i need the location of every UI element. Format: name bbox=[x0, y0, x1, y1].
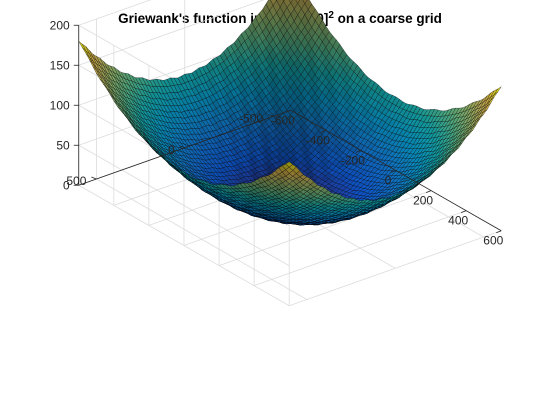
x-tick-label: 200 bbox=[413, 194, 433, 208]
x-tick-label: 0 bbox=[385, 174, 392, 188]
y-tick-label: -500 bbox=[239, 112, 263, 126]
surface-patch bbox=[270, 0, 277, 6]
y-tick-label: 0 bbox=[168, 143, 175, 157]
surface-patch bbox=[285, 161, 294, 168]
z-tick-label: 50 bbox=[56, 138, 70, 152]
x-tick-label: 600 bbox=[483, 234, 503, 248]
surface-patch bbox=[295, 0, 300, 4]
y-tick-mark bbox=[91, 176, 97, 180]
surface-patch bbox=[152, 78, 161, 87]
z-tick-label: 200 bbox=[50, 18, 70, 32]
x-tick-label: 400 bbox=[448, 214, 468, 228]
x-tick-mark bbox=[390, 170, 397, 173]
x-tick-mark bbox=[425, 190, 432, 193]
z-tick-label: 100 bbox=[50, 98, 70, 112]
x-tick-label: -400 bbox=[306, 133, 330, 147]
y-tick-mark bbox=[267, 114, 274, 117]
surface-patch bbox=[289, 0, 293, 4]
axis-layer: -600-400-2000200400600-50005000501001502… bbox=[50, 18, 504, 247]
surface-patch bbox=[282, 0, 285, 2]
surface-layer bbox=[78, 0, 502, 226]
surface-patch bbox=[359, 199, 368, 204]
x-tick-label: -600 bbox=[271, 113, 295, 127]
chart-title-suffix: on a coarse grid bbox=[334, 11, 442, 26]
gridline-floor-y bbox=[96, 178, 308, 300]
z-tick-label: 150 bbox=[50, 58, 70, 72]
y-tick-mark bbox=[179, 145, 185, 149]
surface-patch bbox=[78, 41, 86, 51]
chart-title-superscript: 2 bbox=[328, 10, 334, 21]
x-tick-label: -200 bbox=[341, 153, 365, 167]
surface-patch bbox=[494, 86, 502, 95]
y-tick-label: 500 bbox=[66, 174, 86, 188]
surface-patch bbox=[302, 0, 308, 4]
surface-patch bbox=[276, 0, 284, 8]
z-tick-label: 0 bbox=[63, 178, 70, 192]
x-tick-mark bbox=[285, 109, 291, 113]
x-tick-mark bbox=[320, 129, 327, 133]
x-tick-mark bbox=[496, 230, 502, 234]
x-tick-mark bbox=[355, 150, 362, 153]
gridline-back-wall-z bbox=[78, 0, 152, 26]
x-tick-mark bbox=[461, 210, 467, 214]
